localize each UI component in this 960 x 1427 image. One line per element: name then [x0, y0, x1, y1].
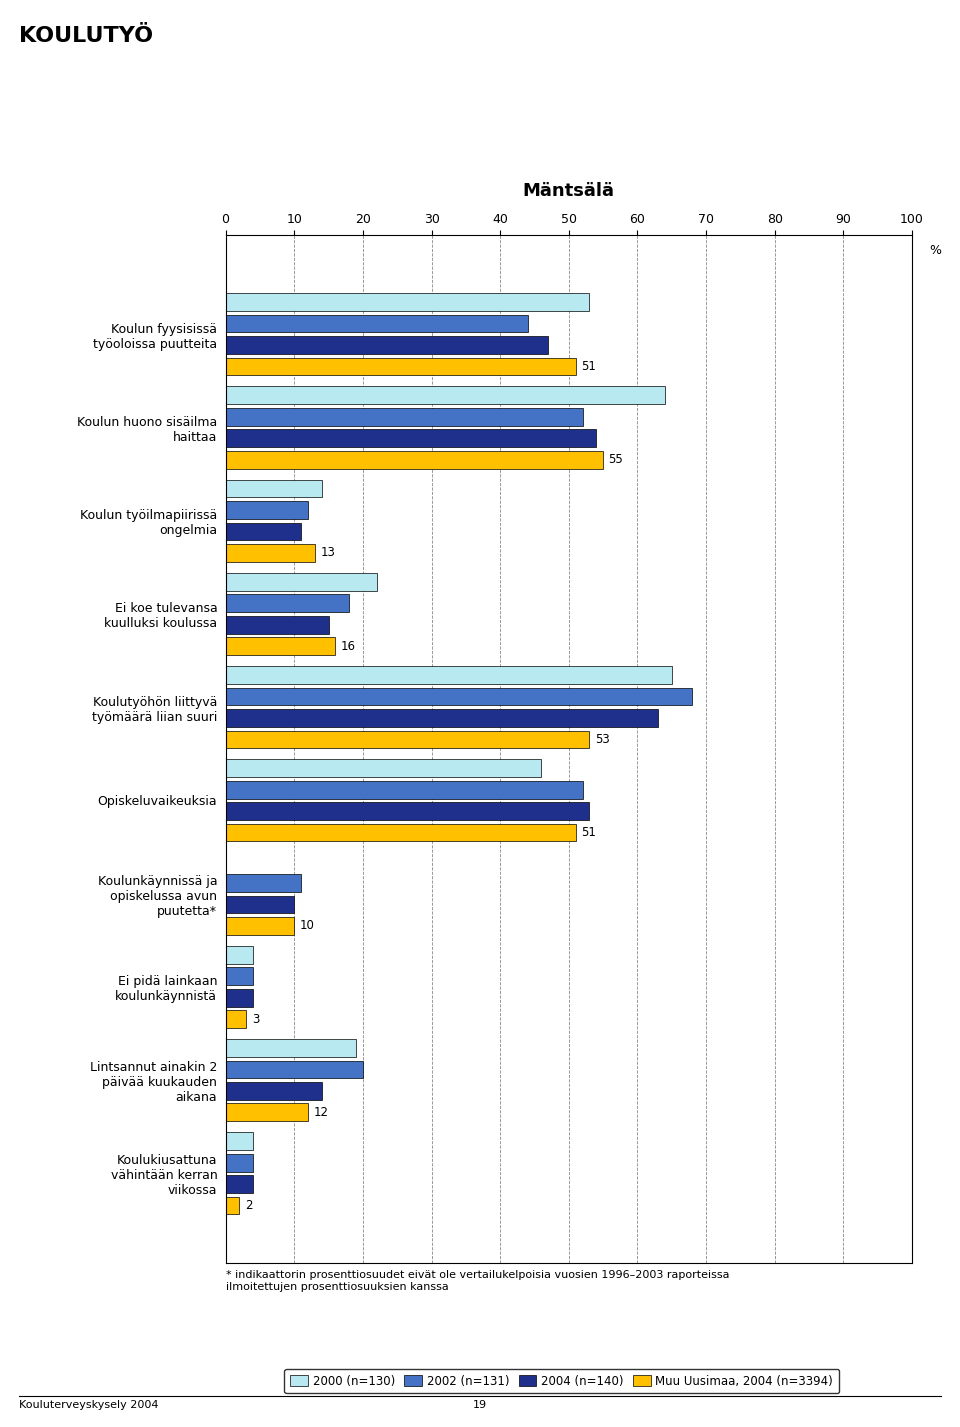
Bar — [226, 544, 315, 562]
Bar — [226, 968, 253, 985]
Bar — [226, 387, 665, 404]
Bar — [226, 918, 294, 935]
Text: 2: 2 — [245, 1199, 252, 1212]
Bar — [226, 823, 576, 842]
Text: %: % — [929, 244, 941, 257]
Bar — [226, 946, 253, 963]
Text: Kouluterveyskysely 2004: Kouluterveyskysely 2004 — [19, 1400, 158, 1410]
Text: 19: 19 — [473, 1400, 487, 1410]
Text: Mäntsälä: Mäntsälä — [523, 181, 614, 200]
Bar — [226, 875, 301, 892]
Bar — [226, 781, 583, 799]
Bar — [226, 666, 672, 684]
Bar — [226, 522, 301, 541]
Text: 3: 3 — [252, 1013, 259, 1026]
Bar — [226, 337, 548, 354]
Text: 10: 10 — [300, 919, 315, 932]
Text: KOULUTYÖ: KOULUTYÖ — [19, 26, 154, 46]
Text: * indikaattorin prosenttiosuudet eivät ole vertailukelpoisia vuosien 1996–2003 r: * indikaattorin prosenttiosuudet eivät o… — [226, 1270, 729, 1291]
Bar — [226, 408, 583, 425]
Bar — [226, 595, 349, 612]
Bar — [226, 430, 596, 447]
Bar — [226, 1154, 253, 1172]
Bar — [226, 501, 308, 519]
Bar — [226, 451, 603, 468]
Bar — [226, 731, 589, 748]
Bar — [226, 1060, 363, 1079]
Bar — [226, 759, 541, 778]
Bar — [226, 1082, 322, 1100]
Text: 53: 53 — [595, 733, 610, 746]
Bar — [226, 294, 589, 311]
Bar — [226, 315, 528, 332]
Bar — [226, 709, 658, 726]
Text: 12: 12 — [314, 1106, 328, 1119]
Bar — [226, 638, 335, 655]
Text: 16: 16 — [341, 639, 356, 652]
Legend: 2000 (n=130), 2002 (n=131), 2004 (n=140), Muu Uusimaa, 2004 (n=3394): 2000 (n=130), 2002 (n=131), 2004 (n=140)… — [284, 1368, 839, 1394]
Bar — [226, 896, 294, 913]
Bar — [226, 1176, 253, 1193]
Bar — [226, 1010, 246, 1027]
Bar — [226, 1039, 356, 1057]
Text: 55: 55 — [609, 454, 623, 467]
Text: 51: 51 — [581, 360, 596, 372]
Bar — [226, 616, 328, 634]
Bar — [226, 1103, 308, 1122]
Bar — [226, 802, 589, 821]
Bar — [226, 358, 576, 375]
Text: 13: 13 — [321, 547, 335, 559]
Bar — [226, 989, 253, 1006]
Bar — [226, 479, 322, 498]
Bar — [226, 574, 376, 591]
Text: 51: 51 — [581, 826, 596, 839]
Bar — [226, 1133, 253, 1150]
Bar — [226, 688, 692, 705]
Bar — [226, 1197, 239, 1214]
